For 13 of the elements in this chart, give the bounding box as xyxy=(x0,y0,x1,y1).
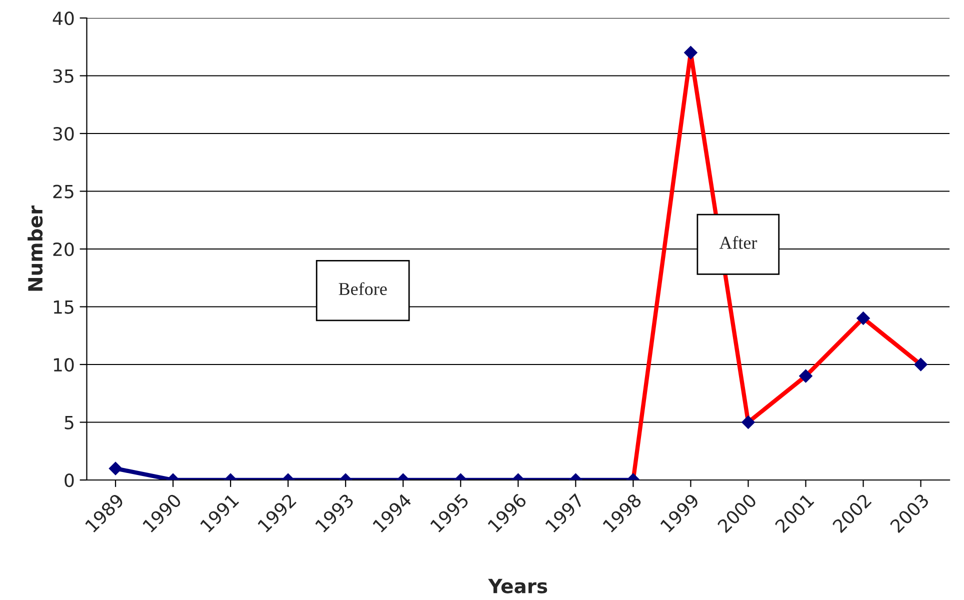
annotation: After xyxy=(719,236,758,249)
y-tick-label: 20 xyxy=(53,242,74,256)
annotation: Before xyxy=(338,282,387,296)
y-tick-label: 0 xyxy=(64,473,74,488)
y-tick-label: 40 xyxy=(52,11,74,26)
y-tick-label: 5 xyxy=(64,416,74,430)
y-axis-title: Number xyxy=(28,206,43,291)
x-axis-title: Years xyxy=(488,578,548,594)
y-tick-label: 30 xyxy=(53,126,74,141)
y-tick-label: 25 xyxy=(53,184,74,198)
y-tick-label: 10 xyxy=(54,358,74,372)
y-tick-label: 35 xyxy=(53,69,74,83)
y-tick-label: 15 xyxy=(54,300,74,314)
